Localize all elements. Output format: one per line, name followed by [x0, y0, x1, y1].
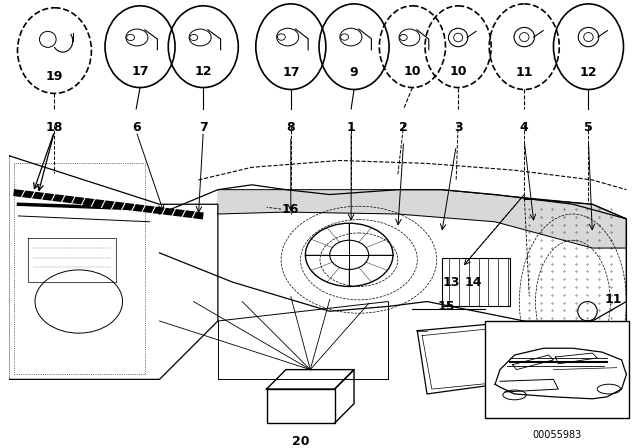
Text: 13: 13 — [443, 276, 460, 289]
Text: 12: 12 — [195, 65, 212, 78]
Text: 12: 12 — [580, 66, 597, 79]
Bar — [442, 258, 509, 306]
Text: 11: 11 — [515, 66, 533, 79]
Text: 1: 1 — [347, 121, 355, 134]
Text: 18: 18 — [46, 121, 63, 134]
Text: 00055983: 00055983 — [532, 430, 582, 440]
Text: 15: 15 — [438, 300, 455, 313]
Text: 2: 2 — [399, 121, 408, 134]
Bar — [485, 321, 629, 418]
Text: 16: 16 — [281, 202, 298, 215]
Text: 6: 6 — [132, 121, 140, 134]
Text: 14: 14 — [465, 276, 483, 289]
Text: 5: 5 — [584, 121, 593, 134]
Text: 8: 8 — [287, 121, 295, 134]
Text: 20: 20 — [292, 435, 309, 448]
Text: 17: 17 — [282, 66, 300, 79]
Text: 7: 7 — [199, 121, 207, 134]
Text: 19: 19 — [46, 70, 63, 83]
Text: 17: 17 — [131, 65, 149, 78]
Text: 9: 9 — [349, 66, 358, 79]
Text: 3: 3 — [454, 121, 463, 134]
Text: 10: 10 — [404, 65, 421, 78]
Polygon shape — [218, 190, 627, 248]
Text: 11: 11 — [605, 293, 623, 306]
Text: 4: 4 — [520, 121, 529, 134]
Text: 10: 10 — [449, 65, 467, 78]
